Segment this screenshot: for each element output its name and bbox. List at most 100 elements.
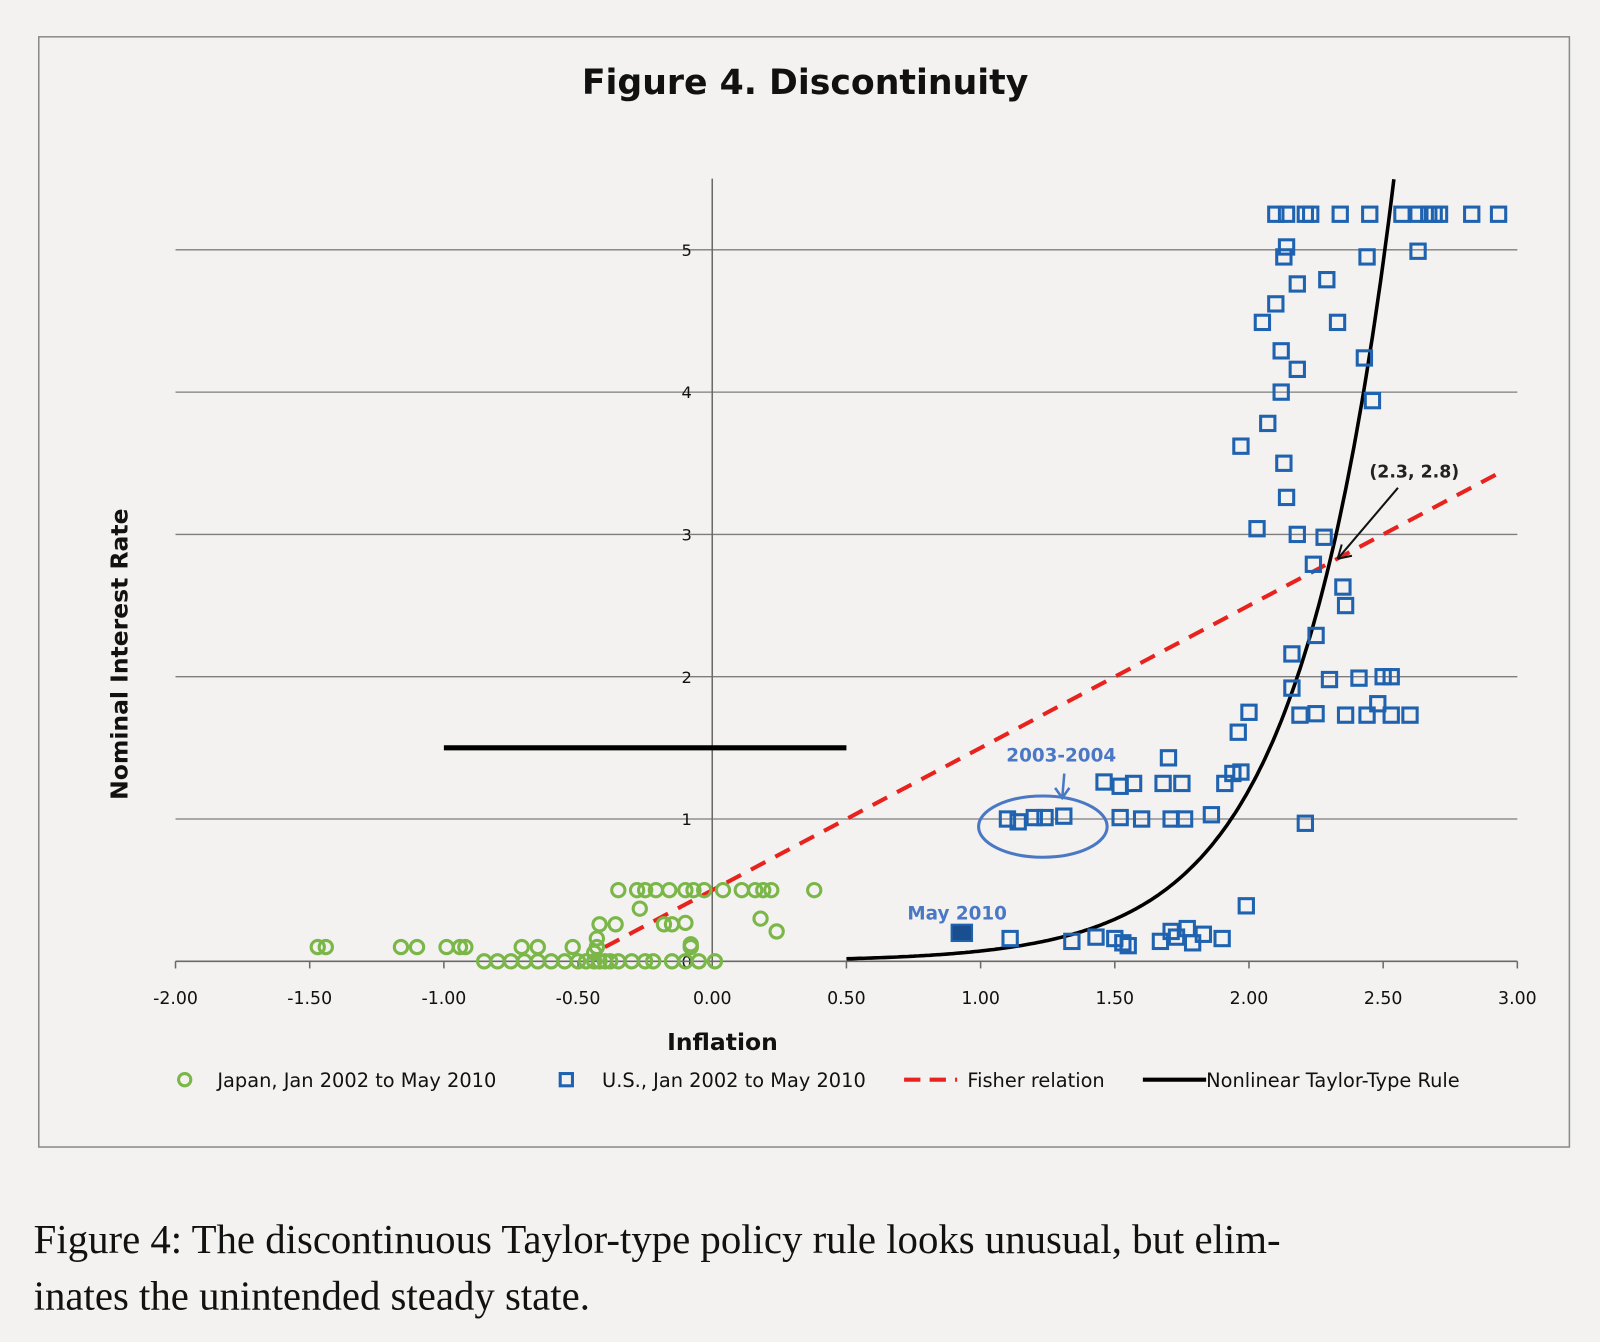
highlight-ellipse <box>977 794 1109 859</box>
us-point <box>1288 525 1306 544</box>
us-point <box>1363 391 1382 410</box>
us-point <box>1277 238 1296 256</box>
us-point <box>1159 749 1178 767</box>
japan-point <box>655 916 673 933</box>
legend-label-japan: Japan, Jan 2002 to May 2010 <box>216 1069 496 1092</box>
us-point <box>1277 205 1296 223</box>
us-point <box>1272 342 1290 360</box>
japan-point <box>317 938 334 956</box>
us-point <box>1025 808 1043 827</box>
japan-point <box>752 910 769 927</box>
us-point <box>1307 705 1325 723</box>
us-point <box>1296 814 1315 832</box>
us-point <box>1154 774 1172 793</box>
chart-title: Figure 4. Discontinuity <box>582 63 1029 103</box>
us-point <box>1267 295 1285 313</box>
us-point <box>1001 929 1019 948</box>
us-point-may-2010 <box>950 923 974 943</box>
us-point <box>1358 248 1376 266</box>
japan-point <box>392 938 410 956</box>
japan-point <box>806 881 823 899</box>
y-axis-label: Nominal Interest Rate <box>106 509 134 800</box>
us-point <box>1358 706 1376 724</box>
us-point <box>1095 773 1113 791</box>
us-point <box>1248 520 1266 538</box>
taylor-rule-curve <box>846 179 1396 961</box>
us-point <box>1124 774 1143 793</box>
japan-point <box>607 916 624 933</box>
japan-point <box>564 938 581 956</box>
us-point <box>1277 488 1296 507</box>
us-point <box>1328 313 1347 332</box>
japan-point <box>636 881 654 899</box>
japan-point <box>451 938 469 956</box>
x-tick-label: 2.50 <box>1364 989 1403 1009</box>
annotations: (2.3, 2.8) 2003-2004 May 2010 <box>907 463 1459 925</box>
legend-label-taylor: Nonlinear Taylor-Type Rule <box>1206 1069 1460 1092</box>
us-point <box>1194 925 1213 943</box>
us-point <box>1283 679 1301 697</box>
japan-point <box>696 881 713 899</box>
japan-point <box>586 944 603 961</box>
us-point <box>1331 205 1349 223</box>
us-point <box>1232 763 1250 781</box>
x-tick-label: 2.00 <box>1230 989 1269 1009</box>
caption-line-1: Figure 4: The discontinuous Taylor-type … <box>34 1217 1281 1262</box>
us-point <box>1055 807 1073 825</box>
legend-us-marker <box>558 1072 574 1088</box>
us-point <box>1240 703 1258 721</box>
us-point <box>1132 810 1151 828</box>
us-point <box>1307 626 1325 645</box>
us-point <box>1489 205 1508 223</box>
japan-point <box>685 881 702 899</box>
japan-point <box>747 881 764 899</box>
us-point <box>1275 454 1293 472</box>
japan-point <box>661 881 678 899</box>
fisher-relation-line <box>603 468 1505 949</box>
us-point <box>1232 437 1250 455</box>
us-point <box>1275 248 1293 266</box>
us-point <box>1288 360 1306 379</box>
us-point <box>1336 706 1355 724</box>
japan-point <box>586 953 603 970</box>
japan-point <box>763 881 780 899</box>
chart-frame <box>38 36 1571 1148</box>
x-tick-label: 1.50 <box>1095 989 1134 1009</box>
japan-point <box>457 938 474 956</box>
japan-point <box>677 914 694 932</box>
x-tick-label: 0.50 <box>827 989 866 1009</box>
caption-line-2: inates the unintended steady state. <box>34 1273 590 1318</box>
us-point <box>1401 706 1419 724</box>
japan-point <box>602 953 619 970</box>
us-point <box>1087 928 1105 946</box>
japan-point <box>569 953 587 970</box>
us-point <box>1315 528 1333 546</box>
x-tick-label: -1.50 <box>287 989 332 1009</box>
legend-label-fisher: Fisher relation <box>967 1069 1104 1092</box>
gridlines <box>175 249 1518 820</box>
us-point <box>1009 813 1027 831</box>
arrow-down-icon <box>1054 773 1071 801</box>
y-tick-label: 1 <box>681 810 691 829</box>
us-point <box>1151 932 1170 951</box>
arrow-head-icon <box>1336 544 1353 560</box>
us-point <box>1361 205 1379 223</box>
legend-label-us: U.S., Jan 2002 to May 2010 <box>602 1069 866 1092</box>
us-point <box>1063 932 1081 951</box>
us-point <box>1272 383 1290 401</box>
us-point <box>1283 645 1301 663</box>
japan-point <box>677 881 694 899</box>
us-point <box>1302 205 1320 223</box>
us-point <box>1334 578 1352 596</box>
legend: Japan, Jan 2002 to May 2010 U.S., Jan 200… <box>177 1069 1460 1092</box>
japan-point <box>309 938 326 956</box>
us-point <box>1463 205 1481 223</box>
us-point <box>1320 670 1339 689</box>
us-point <box>1382 668 1400 686</box>
japan-point <box>631 900 648 917</box>
japan-point <box>706 953 724 970</box>
japan-point <box>408 938 426 956</box>
y-tick-label: 4 <box>681 383 691 402</box>
series-lines <box>443 179 1505 961</box>
